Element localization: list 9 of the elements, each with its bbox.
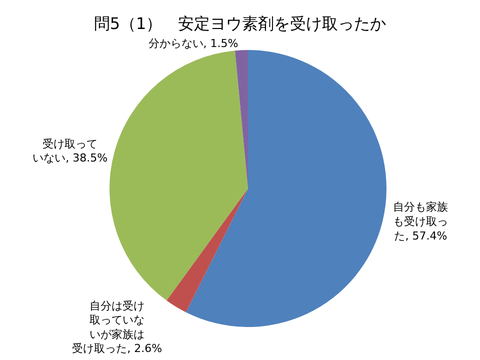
slice-label: 受け取っていない, 38.5%	[32, 137, 108, 165]
pie-slice	[110, 50, 248, 301]
slice-label: 自分は受け取っていないが家族は受け取った, 2.6%	[72, 299, 162, 356]
slice-label: 自分も家族も受け取った, 57.4%	[393, 200, 448, 242]
chart-title: 問5（1） 安定ヨウ素剤を受け取ったか	[94, 14, 386, 34]
slice-label: 分からない, 1.5%	[148, 37, 238, 50]
pie-slice	[166, 188, 248, 312]
pie-slice	[186, 50, 386, 327]
pie-slice	[234, 50, 248, 188]
